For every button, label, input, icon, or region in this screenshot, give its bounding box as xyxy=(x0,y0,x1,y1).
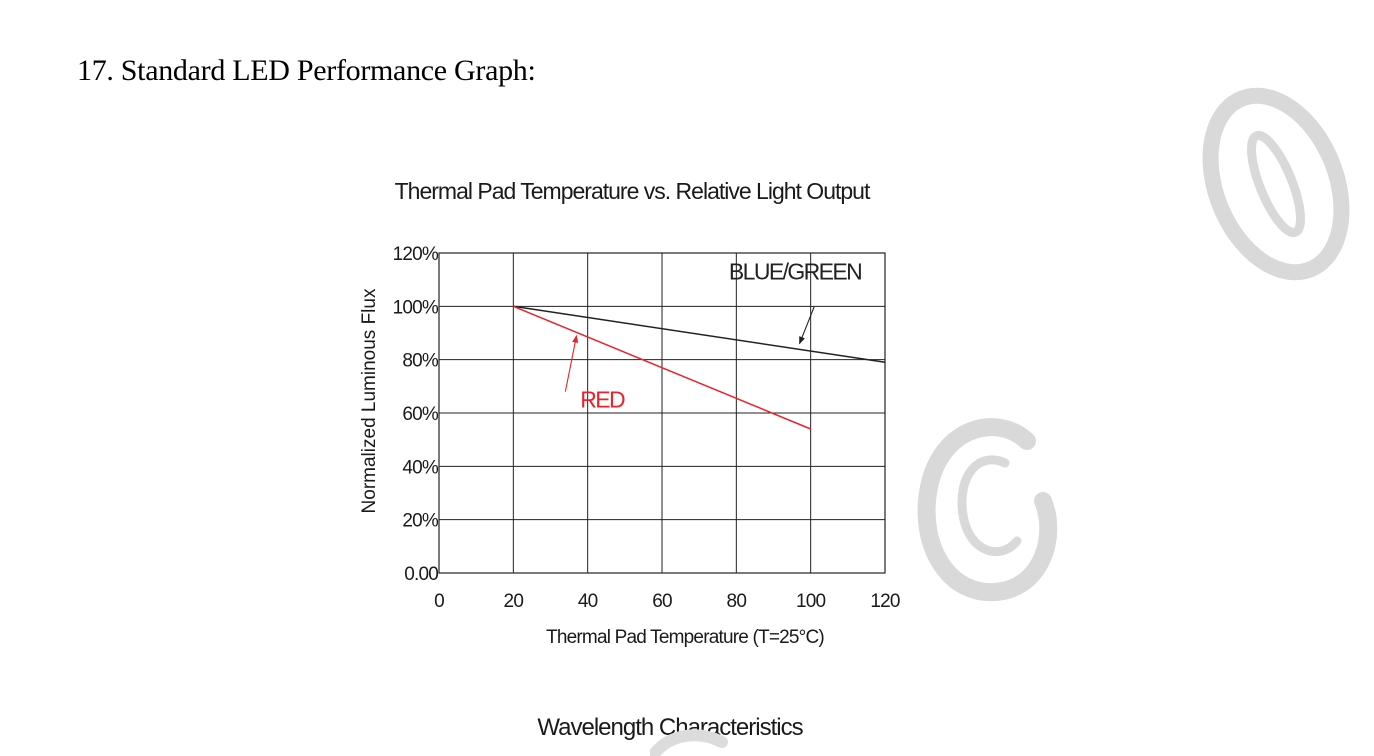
watermark-c-logo xyxy=(917,418,1058,602)
watermark-o-logo xyxy=(1202,87,1350,281)
x-tick-label: 80 xyxy=(727,591,747,612)
x-tick-label: 20 xyxy=(504,591,524,612)
y-tick-label: 100% xyxy=(393,297,439,318)
x-tick-label: 40 xyxy=(578,591,598,612)
annotation-arrow-0 xyxy=(799,306,815,345)
watermark-fragment xyxy=(650,729,728,756)
x-tick-label: 100 xyxy=(796,591,826,612)
series-label-1: RED xyxy=(580,387,625,413)
y-tick-label: 120% xyxy=(393,244,439,265)
x-tick-label: 120 xyxy=(870,591,900,612)
annotation-arrow-1 xyxy=(564,334,579,392)
chart-title: Thermal Pad Temperature vs. Relative Lig… xyxy=(395,178,871,204)
x-tick-label: 60 xyxy=(652,591,672,612)
y-tick-label: 80% xyxy=(402,351,439,372)
x-tick-label: 0 xyxy=(434,591,444,612)
y-axis-label: Normalized Luminous Flux xyxy=(359,288,380,513)
series-label-0: BLUE/GREEN xyxy=(729,259,861,285)
y-tick-label: 40% xyxy=(402,457,439,478)
y-tick-label: 60% xyxy=(402,404,439,425)
series-line-0 xyxy=(513,305,886,364)
y-tick-label: 20% xyxy=(402,511,439,532)
y-tick-label: 0.00 xyxy=(404,564,438,585)
series-line-1 xyxy=(513,305,811,430)
section-heading: 17. Standard LED Performance Graph: xyxy=(77,54,536,87)
x-axis-label: Thermal Pad Temperature (T=25°C) xyxy=(546,627,824,648)
light-output-chart: Thermal Pad Temperature vs. Relative Lig… xyxy=(359,178,901,648)
